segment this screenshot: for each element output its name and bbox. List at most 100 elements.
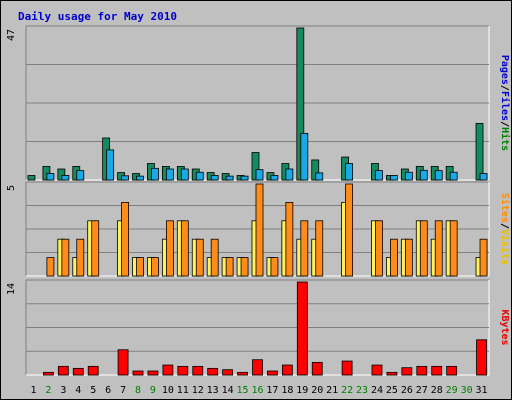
x-tick-label-day-20: 20 (311, 385, 323, 396)
x-tick-label-day-19: 19 (296, 385, 308, 396)
x-tick-label-day-5: 5 (90, 385, 96, 396)
bar-kbytes-day-2 (43, 371, 54, 376)
bar-kbytes-day-25 (386, 371, 398, 376)
bar-files-day-9 (151, 167, 159, 181)
bar-hits-day-19 (296, 27, 305, 181)
y-max-label: 14 (6, 283, 17, 295)
bar-sites-day-22 (345, 183, 354, 277)
bar-hits-day-31 (475, 123, 484, 181)
bar-kbytes-day-8 (132, 370, 144, 376)
bar-files-day-14 (225, 175, 234, 181)
bar-sites-day-11 (180, 220, 189, 277)
bar-sites-day-15 (240, 257, 249, 277)
bar-sites-day-2 (46, 257, 55, 277)
x-tick-label-day-12: 12 (192, 385, 204, 396)
x-tick-label-day-7: 7 (120, 385, 126, 396)
bar-kbytes-day-26 (401, 367, 413, 376)
bar-sites-day-28 (434, 220, 443, 277)
bar-kbytes-day-20 (311, 361, 323, 376)
panel-visits-sites: 5 Sites/Visits (6, 181, 511, 277)
bar-sites-day-4 (76, 238, 85, 277)
bar-kbytes-day-22 (341, 360, 353, 376)
bar-hits-day-3 (57, 168, 66, 181)
bar-files-day-6 (106, 149, 115, 181)
right-legend: KBytes (499, 309, 510, 345)
bar-files-day-31 (479, 173, 488, 181)
x-tick-label-day-17: 17 (266, 385, 278, 396)
x-tick-label-day-21: 21 (326, 385, 338, 396)
bar-kbytes-day-7 (117, 349, 129, 376)
x-tick-label-day-1: 1 (30, 385, 36, 396)
bar-sites-day-5 (91, 220, 100, 277)
x-tick-label-day-24: 24 (371, 385, 383, 396)
bar-files-day-18 (285, 168, 294, 181)
bar-files-day-4 (76, 170, 85, 181)
bar-kbytes-day-29 (446, 365, 458, 376)
legend-kbytes: KBytes (499, 309, 510, 345)
x-tick-label-day-13: 13 (207, 385, 219, 396)
bar-sites-day-25 (390, 238, 398, 277)
x-tick-label-day-26: 26 (401, 385, 413, 396)
bar-files-day-10 (165, 168, 174, 181)
bar-files-day-7 (121, 175, 129, 181)
legend-separator: / (499, 223, 510, 229)
bar-sites-day-14 (225, 257, 234, 277)
bar-sites-day-17 (270, 257, 279, 277)
bar-files-day-24 (375, 170, 383, 181)
bar-kbytes-day-11 (177, 365, 189, 376)
bar-kbytes-day-16 (252, 359, 263, 376)
bar-files-day-11 (180, 168, 189, 181)
x-tick-label-day-22: 22 (341, 385, 353, 396)
bar-hits-day-20 (311, 159, 320, 181)
right-legend: Pages/Files/Hits (499, 55, 511, 151)
x-tick-label-day-16: 16 (251, 385, 263, 396)
bar-files-day-2 (46, 173, 55, 181)
bar-files-day-16 (255, 169, 264, 181)
chart-title: Daily usage for May 2010 (18, 10, 177, 23)
bar-files-day-17 (270, 175, 279, 181)
bar-files-day-22 (345, 163, 354, 181)
x-tick-label-day-11: 11 (177, 385, 189, 396)
x-tick-label-day-25: 25 (386, 385, 398, 396)
bar-files-day-27 (419, 169, 428, 181)
legend-pages: Pages (499, 55, 510, 85)
x-tick-label-day-2: 2 (45, 385, 51, 396)
bar-files-day-3 (61, 175, 70, 181)
bar-kbytes-day-17 (267, 370, 278, 376)
x-axis-labels: 1 2 3 4 5 6 7 8 9 10 11 12 13 14 15 16 17 18 19 20 21 22 23 24 2… (30, 385, 487, 396)
bar-kbytes-day-15 (237, 371, 248, 376)
x-tick-label-day-6: 6 (105, 385, 111, 396)
legend-sites: Sites (499, 193, 511, 223)
bar-kbytes-day-19 (296, 281, 308, 376)
bar-kbytes-day-4 (72, 367, 84, 376)
bar-hits-day-1 (27, 175, 36, 181)
bar-files-day-20 (315, 172, 324, 181)
x-tick-label-day-29: 29 (446, 385, 458, 396)
bar-kbytes-day-14 (222, 369, 234, 376)
bar-kbytes-day-28 (431, 365, 443, 376)
legend-files: Files (499, 91, 511, 121)
x-tick-label-day-10: 10 (162, 385, 174, 396)
bar-kbytes-day-13 (207, 367, 219, 376)
bar-kbytes-day-18 (281, 364, 293, 376)
legend-separator: / (499, 121, 510, 127)
bar-sites-day-7 (121, 201, 129, 277)
bar-sites-day-9 (151, 257, 159, 277)
bar-sites-day-26 (404, 238, 413, 277)
bar-sites-day-10 (165, 220, 174, 277)
bar-kbytes-day-24 (371, 364, 383, 376)
legend-visits: Visits (499, 229, 511, 265)
bar-kbytes-day-9 (147, 370, 159, 376)
bar-kbytes-day-3 (57, 365, 69, 376)
bar-sites-day-29 (449, 220, 458, 277)
bar-sites-day-24 (375, 220, 383, 277)
bar-files-day-15 (240, 175, 249, 181)
x-tick-label-day-4: 4 (75, 385, 81, 396)
y-max-label: 47 (6, 29, 17, 41)
bar-hits-day-16 (251, 152, 260, 181)
x-tick-label-day-30: 30 (461, 385, 473, 396)
bar-files-day-12 (195, 171, 204, 181)
bar-files-day-13 (210, 175, 219, 181)
bar-sites-day-19 (300, 220, 309, 277)
